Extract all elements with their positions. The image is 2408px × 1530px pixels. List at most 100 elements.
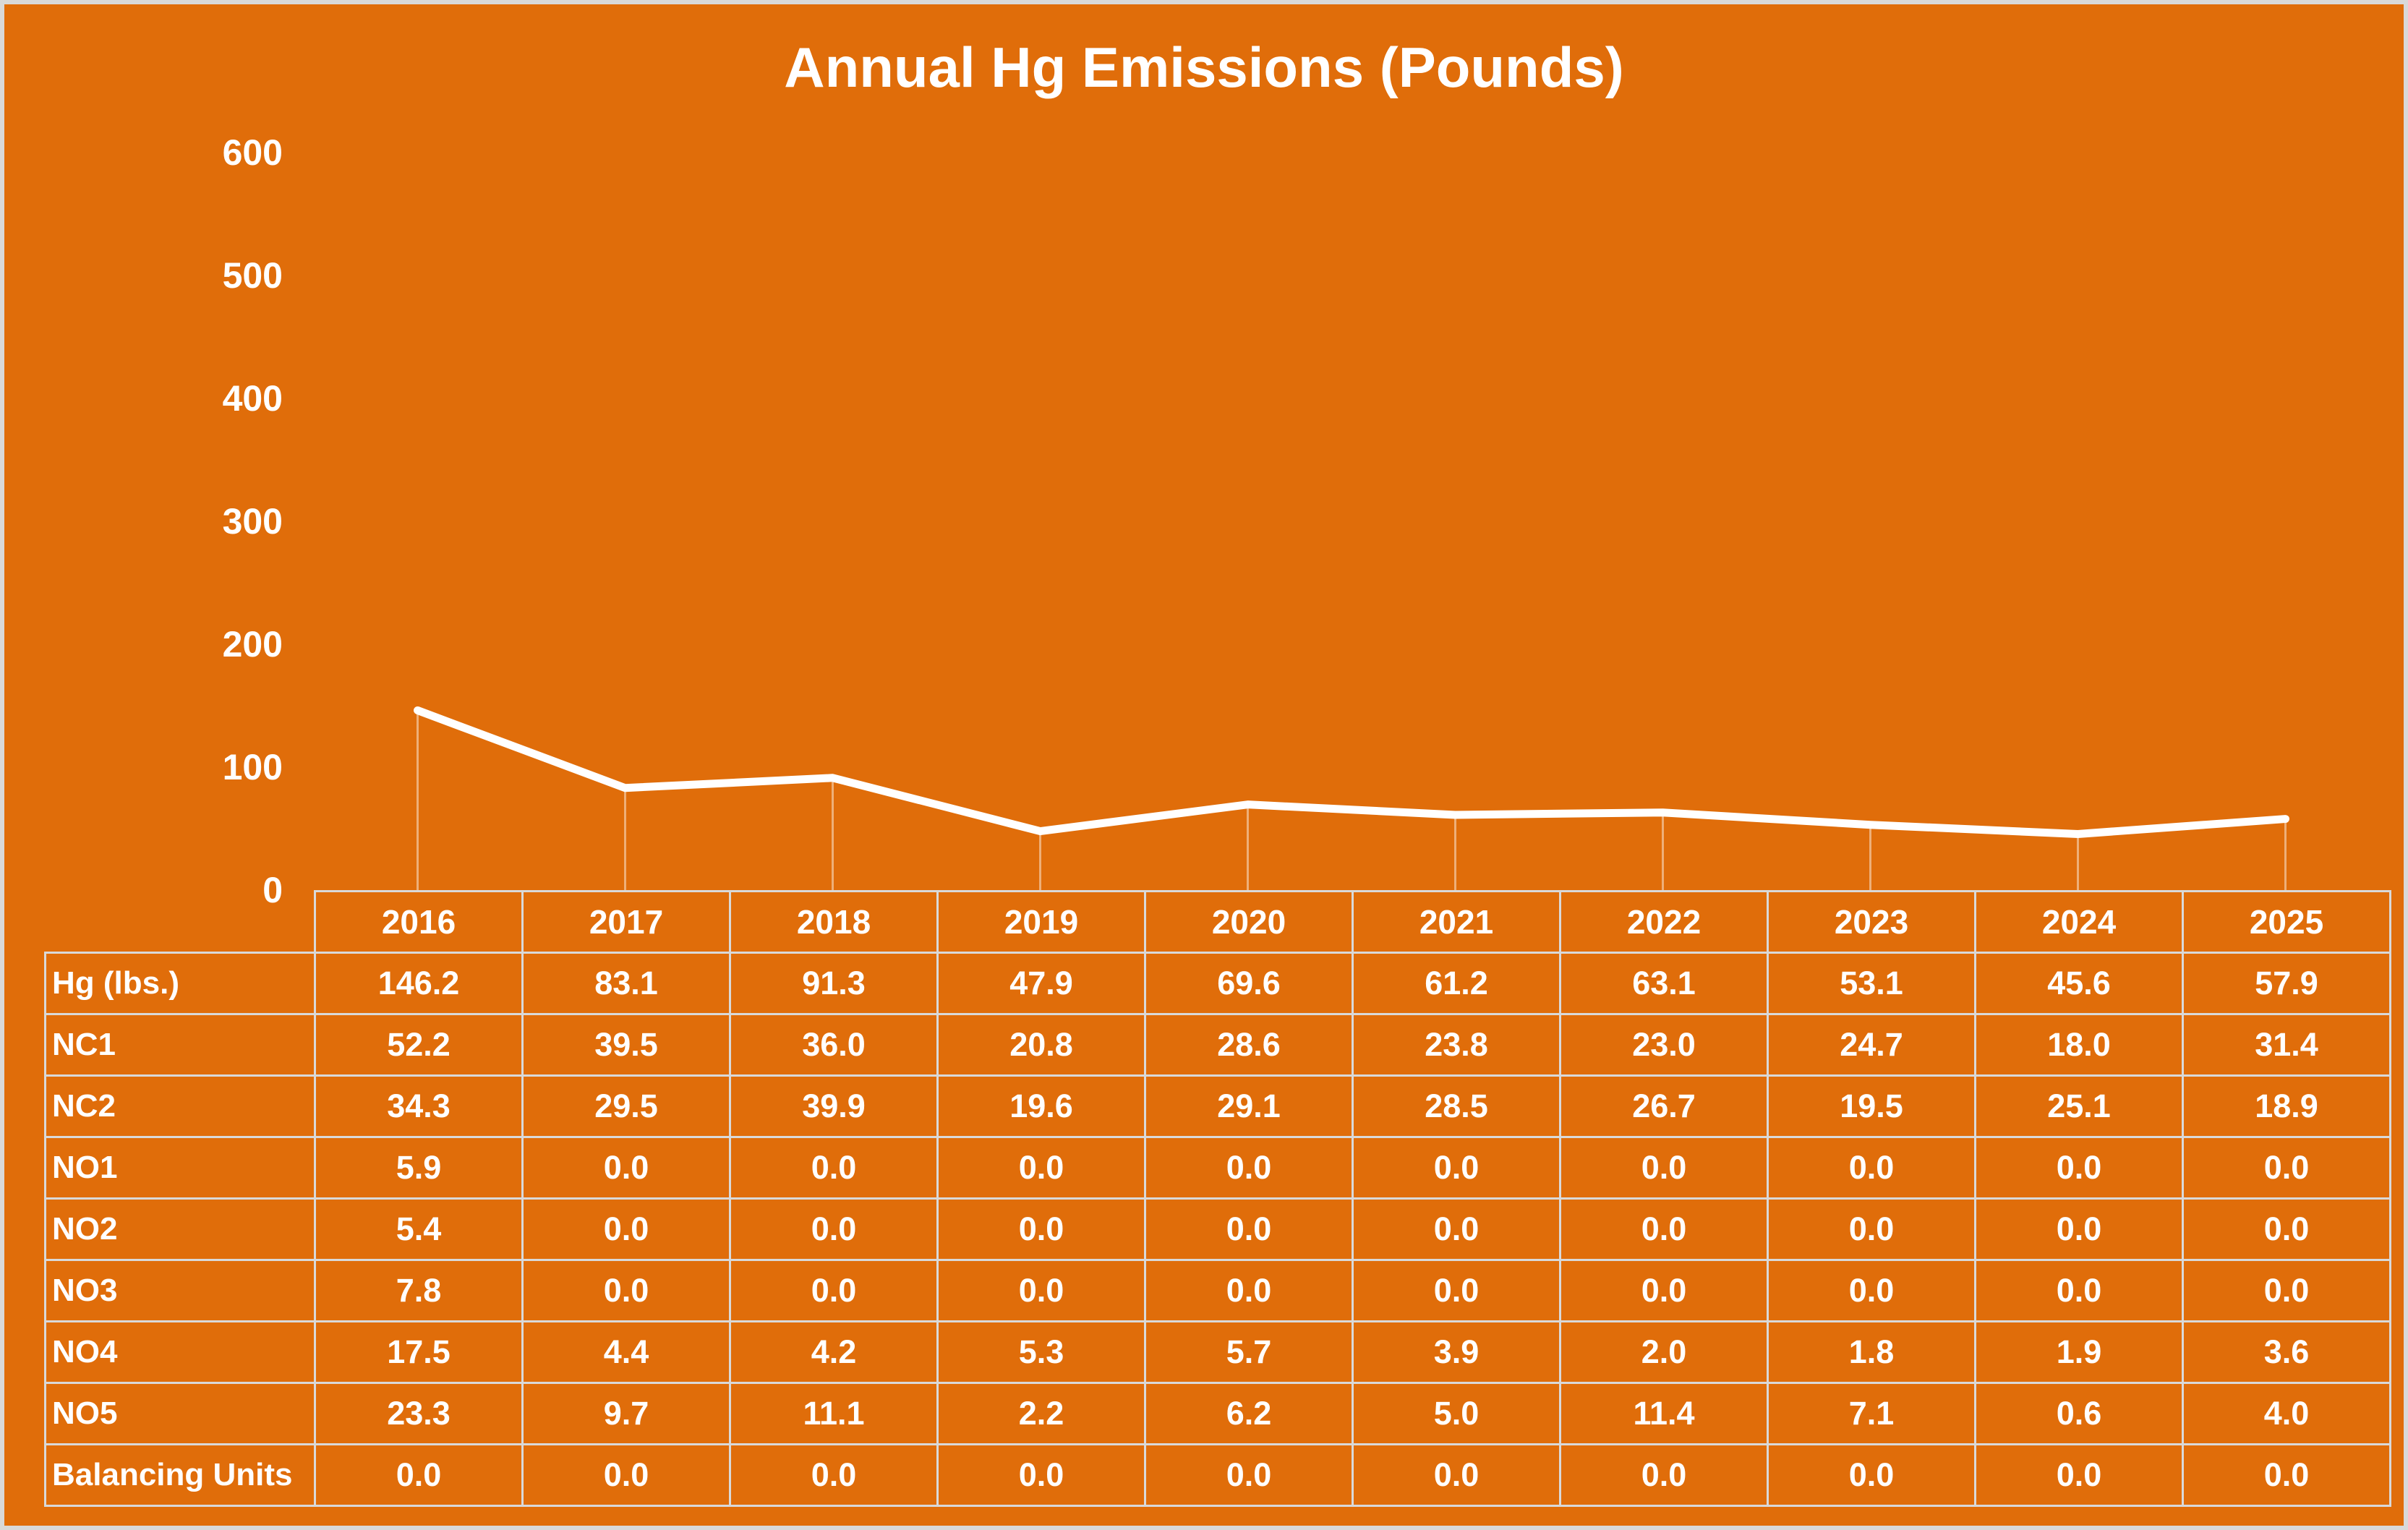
row-label-cell: NC2 [44, 1074, 316, 1138]
value-cell: 29.5 [521, 1074, 731, 1138]
value-cell: 53.1 [1767, 952, 1976, 1015]
year-header-cell: 2016 [314, 890, 524, 954]
value-cell: 61.2 [1352, 952, 1561, 1015]
value-cell: 5.7 [1144, 1320, 1354, 1384]
row-label-cell: Balancing Units [44, 1443, 316, 1507]
y-axis-tick-label: 400 [222, 378, 283, 419]
table-header-row: 2016 2017 2018 2019 2020 2021 2022 2023 2024 2025 [46, 890, 2391, 954]
value-cell: 0.0 [1352, 1136, 1561, 1200]
year-header-cell: 2022 [1559, 890, 1769, 954]
value-cell: 0.0 [936, 1259, 1146, 1322]
y-axis-tick-label: 500 [222, 255, 283, 296]
value-cell: 0.0 [521, 1197, 731, 1261]
value-cell: 7.8 [314, 1259, 524, 1322]
value-cell: 0.6 [1974, 1382, 2184, 1445]
value-cell: 5.4 [314, 1197, 524, 1261]
row-label-cell: NO3 [44, 1259, 316, 1322]
value-cell: 5.9 [314, 1136, 524, 1200]
row-label-cell: NO5 [44, 1382, 316, 1445]
value-cell: 0.0 [1352, 1197, 1561, 1261]
table-row: NO4 17.5 4.4 4.2 5.3 5.7 3.9 2.0 1.8 1.9 3.6 [44, 1320, 2391, 1384]
value-cell: 0.0 [1974, 1197, 2184, 1261]
value-cell: 28.5 [1352, 1074, 1561, 1138]
value-cell: 69.6 [1144, 952, 1354, 1015]
value-cell: 0.0 [2182, 1259, 2391, 1322]
value-cell: 39.9 [729, 1074, 939, 1138]
value-cell: 0.0 [729, 1443, 939, 1507]
table-row: NO1 5.9 0.0 0.0 0.0 0.0 0.0 0.0 0.0 0.0 0.0 [44, 1136, 2391, 1200]
year-header-cell: 2021 [1352, 890, 1561, 954]
table-row: Hg (lbs.) 146.2 83.1 91.3 47.9 69.6 61.2 63.1 53… [44, 952, 2391, 1015]
emissions-series-line [414, 706, 2289, 838]
value-cell: 9.7 [521, 1382, 731, 1445]
value-cell: 0.0 [1559, 1136, 1769, 1200]
value-cell: 0.0 [936, 1136, 1146, 1200]
value-cell: 0.0 [1144, 1259, 1354, 1322]
table-row: Balancing Units 0.0 0.0 0.0 0.0 0.0 0.0 0.0 0.0 0… [44, 1443, 2391, 1507]
value-cell: 0.0 [314, 1443, 524, 1507]
value-cell: 0.0 [1767, 1136, 1976, 1200]
value-cell: 5.3 [936, 1320, 1146, 1384]
value-cell: 6.2 [1144, 1382, 1354, 1445]
value-cell: 45.6 [1974, 952, 2184, 1015]
table-row: NC1 52.2 39.5 36.0 20.8 28.6 23.8 23.0 24.7 18.0 3… [44, 1013, 2391, 1077]
value-cell: 0.0 [2182, 1197, 2391, 1261]
value-cell: 23.3 [314, 1382, 524, 1445]
value-cell: 31.4 [2182, 1013, 2391, 1077]
value-cell: 2.0 [1559, 1320, 1769, 1384]
value-cell: 0.0 [1352, 1443, 1561, 1507]
value-cell: 0.0 [936, 1443, 1146, 1507]
value-cell: 5.0 [1352, 1382, 1561, 1445]
row-label-cell: Hg (lbs.) [44, 952, 316, 1015]
value-cell: 91.3 [729, 952, 939, 1015]
value-cell: 47.9 [936, 952, 1146, 1015]
value-cell: 0.0 [936, 1197, 1146, 1261]
table-row: NC2 34.3 29.5 39.9 19.6 29.1 28.5 26.7 19.5 25.1 1… [44, 1074, 2391, 1138]
value-cell: 0.0 [1559, 1443, 1769, 1507]
value-cell: 52.2 [314, 1013, 524, 1077]
value-cell: 4.2 [729, 1320, 939, 1384]
value-cell: 11.1 [729, 1382, 939, 1445]
value-cell: 36.0 [729, 1013, 939, 1077]
value-cell: 24.7 [1767, 1013, 1976, 1077]
value-cell: 39.5 [521, 1013, 731, 1077]
value-cell: 83.1 [521, 952, 731, 1015]
data-table: 2016 2017 2018 2019 2020 2021 2022 2023 2024 2025… [44, 890, 2391, 1507]
value-cell: 19.6 [936, 1074, 1146, 1138]
y-axis-tick-label: 600 [222, 132, 283, 173]
value-cell: 0.0 [521, 1259, 731, 1322]
value-cell: 0.0 [521, 1136, 731, 1200]
value-cell: 4.0 [2182, 1382, 2391, 1445]
value-cell: 0.0 [729, 1197, 939, 1261]
value-cell: 0.0 [1144, 1197, 1354, 1261]
value-cell: 17.5 [314, 1320, 524, 1384]
value-cell: 18.9 [2182, 1074, 2391, 1138]
value-cell: 34.3 [314, 1074, 524, 1138]
y-axis-tick-label: 200 [222, 624, 283, 664]
value-cell: 0.0 [521, 1443, 731, 1507]
row-label-cell: NC1 [44, 1013, 316, 1077]
year-header-cell: 2018 [729, 890, 939, 954]
value-cell: 0.0 [1767, 1259, 1976, 1322]
year-header-cell: 2023 [1767, 890, 1976, 954]
value-cell: 0.0 [1767, 1197, 1976, 1261]
value-cell: 3.9 [1352, 1320, 1561, 1384]
value-cell: 28.6 [1144, 1013, 1354, 1077]
table-row: NO3 7.8 0.0 0.0 0.0 0.0 0.0 0.0 0.0 0.0 0.0 [44, 1259, 2391, 1322]
chart-title: Annual Hg Emissions (Pounds) [784, 35, 1624, 99]
year-header-cell: 2020 [1144, 890, 1354, 954]
year-header-cell: 2025 [2182, 890, 2391, 954]
value-cell: 1.8 [1767, 1320, 1976, 1384]
value-cell: 63.1 [1559, 952, 1769, 1015]
value-cell: 0.0 [1974, 1259, 2184, 1322]
value-cell: 2.2 [936, 1382, 1146, 1445]
value-cell: 18.0 [1974, 1013, 2184, 1077]
value-cell: 0.0 [1974, 1136, 2184, 1200]
value-cell: 20.8 [936, 1013, 1146, 1077]
value-cell: 0.0 [1144, 1136, 1354, 1200]
value-cell: 1.9 [1974, 1320, 2184, 1384]
value-cell: 0.0 [1559, 1259, 1769, 1322]
year-header-cell: 2024 [1974, 890, 2184, 954]
y-axis-tick-label: 0 [262, 870, 283, 910]
